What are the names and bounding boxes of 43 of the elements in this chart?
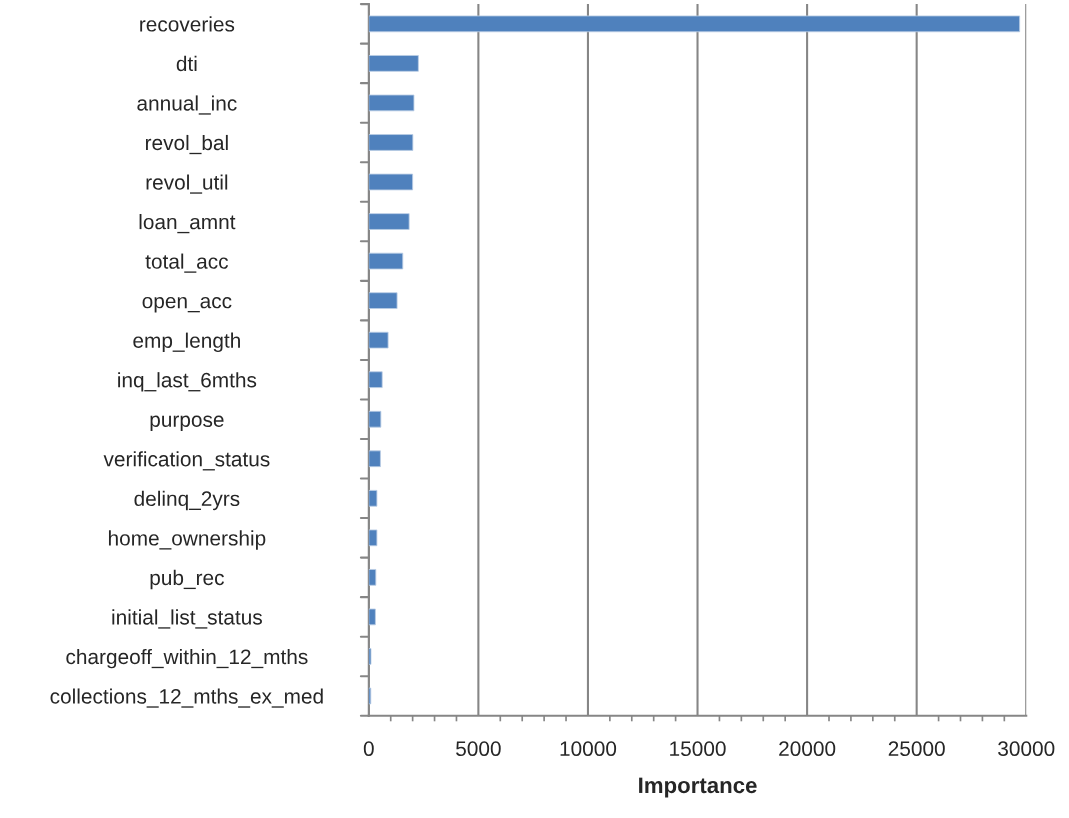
x-tick-label: 10000 (560, 741, 617, 757)
x-tick-label: 0 (363, 741, 374, 757)
x-tick-label: 20000 (779, 741, 836, 757)
x-tick-label: 30000 (998, 741, 1055, 757)
bar (368, 15, 1021, 33)
y-tick-label: chargeoff_within_12_mths (66, 648, 308, 669)
bar (368, 410, 382, 428)
x-axis-title: Importance (639, 777, 757, 798)
y-tick-label: verification_status (103, 451, 270, 471)
y-tick-label: dti (176, 55, 197, 72)
bar (368, 489, 378, 507)
bar (368, 252, 404, 270)
bar (368, 292, 398, 309)
x-tick-label: 5000 (456, 741, 501, 757)
y-tick-label: revol_util (146, 174, 228, 194)
y-tick-label: home_ownership (108, 530, 266, 550)
y-tick-label: collections_12_mths_ex_med (50, 688, 323, 708)
x-tick-label: 25000 (888, 741, 945, 757)
y-tick-label: emp_length (133, 332, 240, 353)
y-tick-label: recoveries (140, 16, 235, 32)
bar (368, 331, 389, 349)
bar (368, 648, 372, 665)
y-tick-label: pub_rec (150, 569, 224, 590)
x-tick-label: 15000 (670, 741, 726, 757)
bar (368, 371, 383, 389)
bar (368, 55, 419, 72)
y-tick-label: revol_bal (145, 134, 228, 155)
bar (368, 134, 414, 151)
y-tick-label: purpose (150, 415, 224, 432)
y-tick-label: initial_list_status (112, 609, 262, 629)
y-tick-label: loan_amnt (139, 213, 236, 234)
y-tick-label: delinq_2yrs (134, 490, 240, 511)
bar (368, 569, 377, 586)
bar (368, 450, 381, 468)
y-tick-label: total_acc (145, 253, 229, 273)
bar (368, 529, 378, 547)
bar (368, 173, 414, 191)
bar (368, 608, 376, 626)
y-tick-label: annual_inc (137, 95, 237, 115)
bar (368, 213, 410, 230)
bar (368, 94, 415, 112)
y-tick-label: inq_last_6mths (118, 372, 257, 392)
y-tick-label: open_acc (142, 296, 232, 313)
